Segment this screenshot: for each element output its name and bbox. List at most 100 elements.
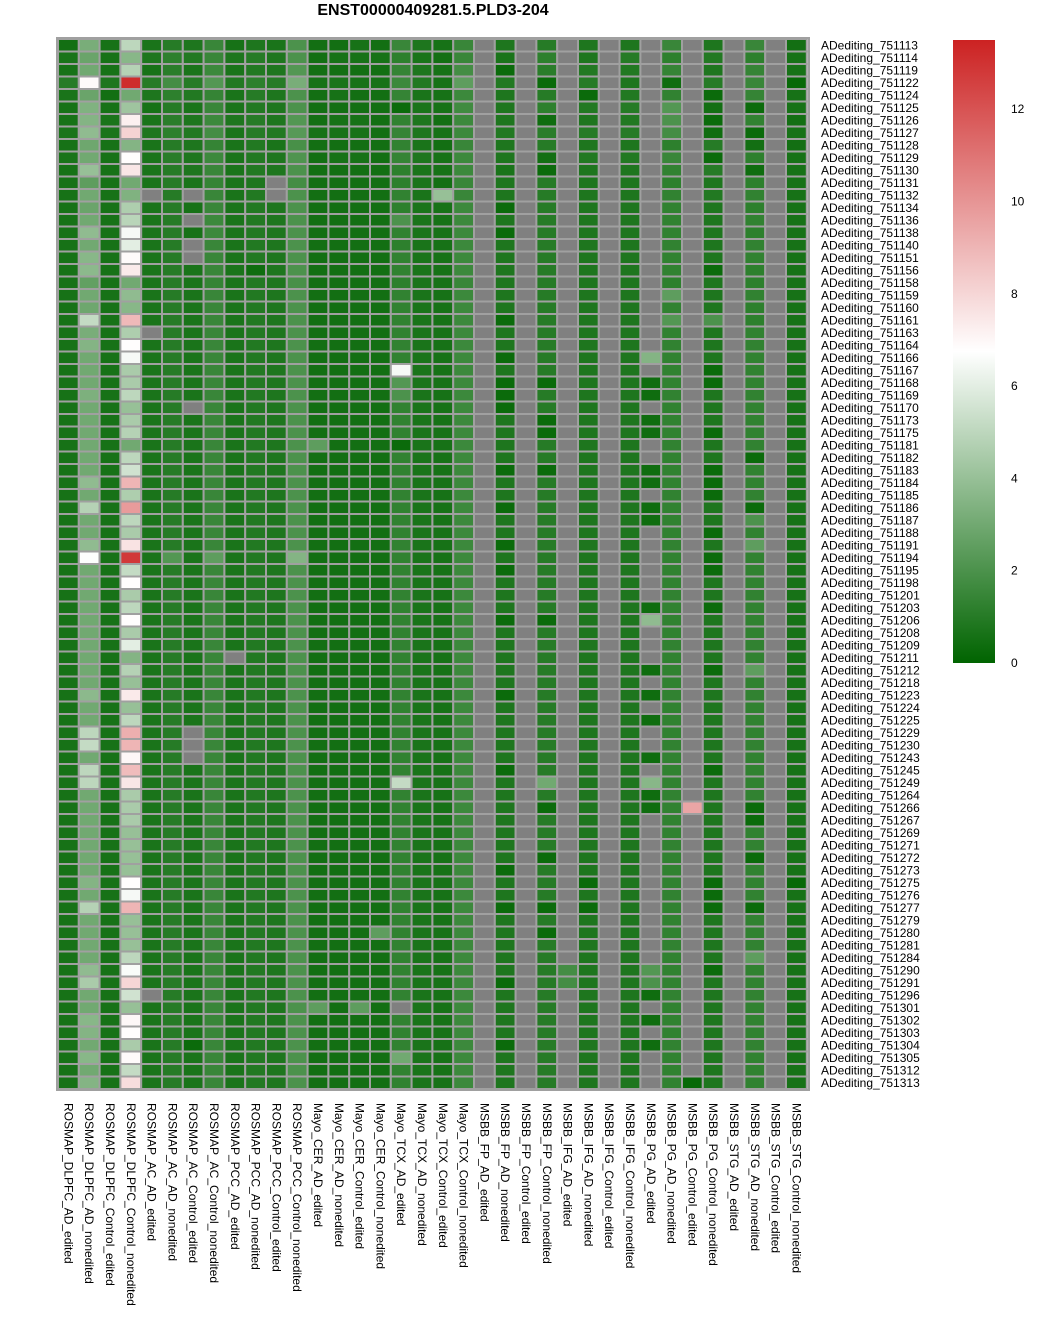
column-label: MSBB_STG_AD_edited: [727, 1103, 741, 1231]
heatmap-cell: [493, 450, 517, 465]
heatmap-cell: [764, 888, 788, 903]
heatmap-cell: [244, 150, 267, 165]
heatmap-cell: [764, 1063, 788, 1078]
heatmap-cell: [493, 975, 517, 990]
heatmap-cell: [285, 575, 309, 590]
heatmap-cell: [223, 875, 247, 890]
heatmap-cell: [265, 150, 288, 165]
heatmap-cell: [452, 438, 476, 453]
heatmap-cell: [410, 888, 434, 903]
column-label: MSBB_IFG_AD_nonedited: [581, 1103, 595, 1246]
heatmap-cell: [556, 988, 580, 1003]
heatmap-cell: [181, 350, 205, 365]
heatmap-cell: [577, 88, 600, 103]
heatmap-cell: [244, 1025, 267, 1040]
column-label: MSBB_FP_Control_nonedited: [540, 1103, 554, 1264]
heatmap-cell: [306, 488, 330, 503]
heatmap-cell: [577, 350, 600, 365]
heatmap-cell: [244, 650, 267, 665]
heatmap-cell: [722, 263, 746, 278]
heatmap-cell: [244, 813, 267, 828]
row-label: ADediting_751159: [821, 288, 919, 302]
heatmap-cell: [244, 175, 267, 190]
heatmap-cell: [556, 1075, 580, 1090]
heatmap-cell: [452, 313, 476, 328]
heatmap-cell: [660, 238, 684, 253]
heatmap-cell: [389, 663, 413, 678]
heatmap-cell: [306, 588, 330, 603]
heatmap-cell: [223, 1075, 247, 1090]
heatmap-cell: [327, 263, 351, 278]
heatmap-cell: [473, 688, 496, 703]
heatmap-cell: [98, 1075, 122, 1090]
legend-tick-label: 6: [1011, 379, 1018, 393]
heatmap-cell: [223, 663, 247, 678]
heatmap-cell: [244, 788, 267, 803]
heatmap-cell: [369, 188, 392, 203]
heatmap-cell: [77, 488, 101, 503]
heatmap-cell: [577, 175, 600, 190]
heatmap-cell: [618, 50, 642, 65]
heatmap-cell: [764, 1025, 788, 1040]
heatmap-cell: [660, 650, 684, 665]
heatmap-cell: [369, 525, 392, 540]
heatmap-cell: [77, 913, 101, 928]
heatmap-cell: [785, 338, 808, 353]
heatmap-cell: [244, 588, 267, 603]
heatmap-cell: [327, 738, 351, 753]
heatmap-cell: [493, 788, 517, 803]
heatmap-cell: [764, 813, 788, 828]
heatmap-cell: [265, 750, 288, 765]
heatmap-cell: [77, 638, 101, 653]
heatmap-cell: [556, 150, 580, 165]
heatmap-cell: [389, 175, 413, 190]
heatmap-cell: [701, 438, 725, 453]
heatmap-cell: [410, 863, 434, 878]
heatmap-cell: [493, 538, 517, 553]
heatmap-cell: [618, 1013, 642, 1028]
heatmap-cell: [202, 200, 226, 215]
heatmap-cell: [577, 913, 600, 928]
heatmap-cell: [556, 800, 580, 815]
heatmap-cell: [202, 438, 226, 453]
heatmap-cell: [514, 63, 538, 78]
heatmap-cell: [764, 400, 788, 415]
heatmap-cell: [618, 763, 642, 778]
heatmap-cell: [577, 700, 600, 715]
heatmap-cell: [369, 1025, 392, 1040]
heatmap-cell: [389, 588, 413, 603]
heatmap-cell: [77, 975, 101, 990]
heatmap-cell: [660, 625, 684, 640]
heatmap-cell: [785, 88, 808, 103]
heatmap-cell: [514, 975, 538, 990]
heatmap-cell: [410, 488, 434, 503]
heatmap-cell: [514, 963, 538, 978]
heatmap-cell: [327, 813, 351, 828]
heatmap-cell: [452, 888, 476, 903]
row-label: ADediting_751264: [821, 788, 920, 802]
heatmap-cell: [681, 200, 704, 215]
heatmap-cell: [785, 375, 808, 390]
heatmap-cell: [285, 513, 309, 528]
heatmap-cell: [577, 900, 600, 915]
heatmap-cell: [161, 788, 184, 803]
heatmap-cell: [743, 600, 767, 615]
heatmap-cell: [743, 500, 767, 515]
heatmap-cell: [785, 825, 808, 840]
heatmap-cell: [452, 913, 476, 928]
heatmap-cell: [119, 425, 143, 440]
heatmap-cell: [181, 850, 205, 865]
heatmap-cell: [181, 738, 205, 753]
heatmap-cell: [701, 963, 725, 978]
heatmap-cell: [764, 738, 788, 753]
heatmap-cell: [785, 700, 808, 715]
heatmap-cell: [327, 213, 351, 228]
heatmap-cell: [681, 625, 704, 640]
heatmap-cell: [348, 100, 372, 115]
heatmap-cell: [722, 475, 746, 490]
heatmap-cell: [223, 588, 247, 603]
heatmap-cell: [577, 1075, 600, 1090]
heatmap-cell: [431, 988, 455, 1003]
heatmap-cell: [639, 275, 663, 290]
heatmap-cells: [57, 38, 808, 1090]
